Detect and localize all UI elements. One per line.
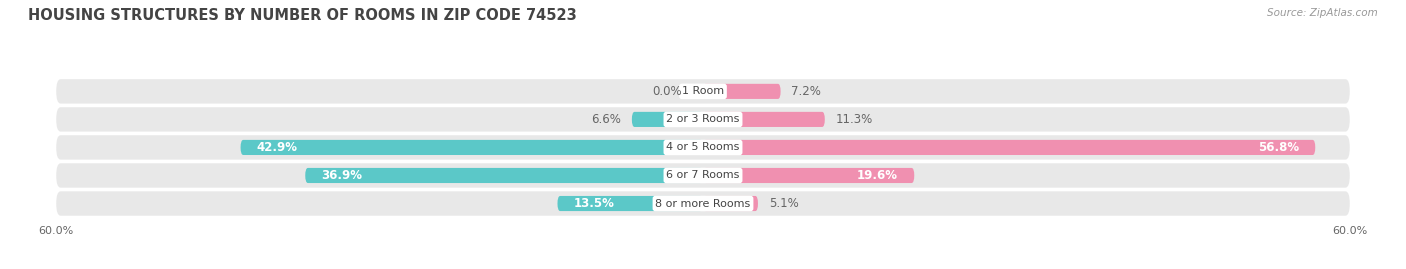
FancyBboxPatch shape bbox=[631, 112, 703, 127]
Text: 7.2%: 7.2% bbox=[792, 85, 821, 98]
Text: 8 or more Rooms: 8 or more Rooms bbox=[655, 199, 751, 208]
Text: 56.8%: 56.8% bbox=[1258, 141, 1299, 154]
Text: 0.0%: 0.0% bbox=[652, 85, 682, 98]
FancyBboxPatch shape bbox=[56, 79, 1350, 104]
FancyBboxPatch shape bbox=[56, 163, 1350, 188]
Text: HOUSING STRUCTURES BY NUMBER OF ROOMS IN ZIP CODE 74523: HOUSING STRUCTURES BY NUMBER OF ROOMS IN… bbox=[28, 8, 576, 23]
Text: 5.1%: 5.1% bbox=[769, 197, 799, 210]
FancyBboxPatch shape bbox=[703, 84, 780, 99]
Text: 6 or 7 Rooms: 6 or 7 Rooms bbox=[666, 171, 740, 180]
Text: 1 Room: 1 Room bbox=[682, 86, 724, 96]
FancyBboxPatch shape bbox=[240, 140, 703, 155]
Text: 2 or 3 Rooms: 2 or 3 Rooms bbox=[666, 114, 740, 124]
Text: 19.6%: 19.6% bbox=[858, 169, 898, 182]
FancyBboxPatch shape bbox=[56, 191, 1350, 216]
FancyBboxPatch shape bbox=[558, 196, 703, 211]
Text: 11.3%: 11.3% bbox=[835, 113, 873, 126]
FancyBboxPatch shape bbox=[56, 107, 1350, 132]
FancyBboxPatch shape bbox=[305, 168, 703, 183]
Text: 36.9%: 36.9% bbox=[322, 169, 363, 182]
Text: 4 or 5 Rooms: 4 or 5 Rooms bbox=[666, 143, 740, 153]
Text: 6.6%: 6.6% bbox=[591, 113, 621, 126]
Text: 13.5%: 13.5% bbox=[574, 197, 614, 210]
FancyBboxPatch shape bbox=[703, 112, 825, 127]
Text: Source: ZipAtlas.com: Source: ZipAtlas.com bbox=[1267, 8, 1378, 18]
Text: 42.9%: 42.9% bbox=[257, 141, 298, 154]
FancyBboxPatch shape bbox=[703, 196, 758, 211]
FancyBboxPatch shape bbox=[703, 168, 914, 183]
FancyBboxPatch shape bbox=[703, 140, 1315, 155]
FancyBboxPatch shape bbox=[56, 135, 1350, 160]
